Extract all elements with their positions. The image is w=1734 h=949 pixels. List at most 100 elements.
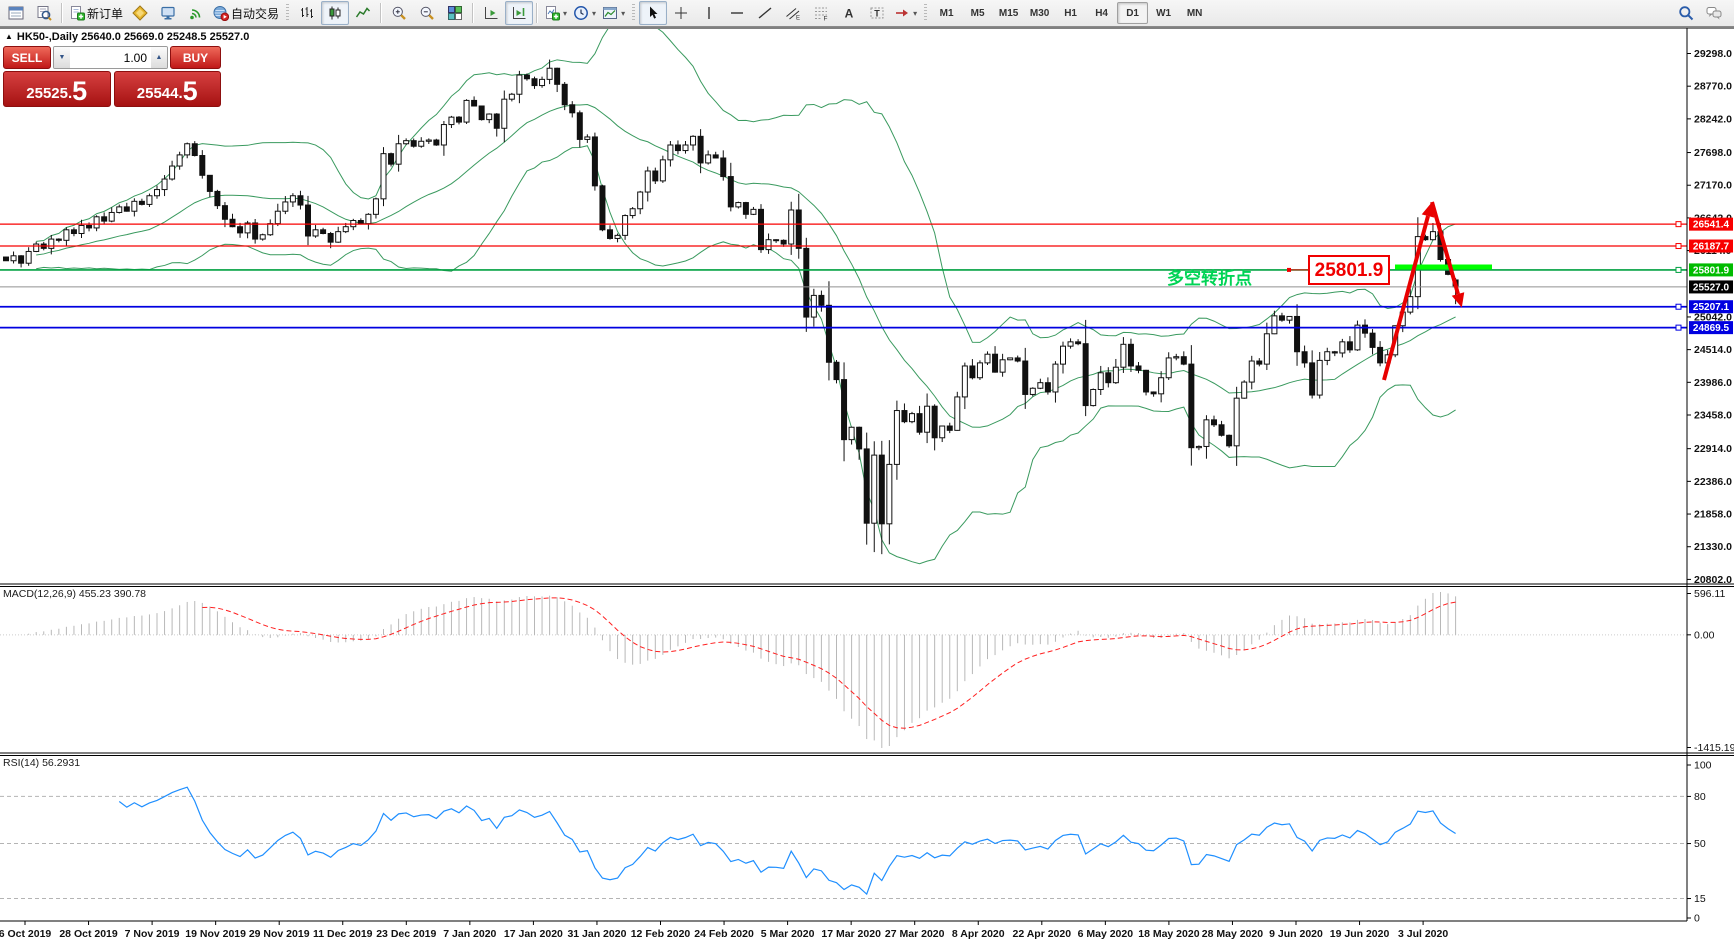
date-axis-label[interactable]: 27 Mar 2020 [885,928,945,940]
macd-scale-label[interactable]: -1415.19 [1694,742,1734,754]
macd-pane[interactable] [0,592,1687,748]
timeframe-m30-button[interactable]: M30 [1029,7,1050,19]
charts-panel-button[interactable] [2,1,30,25]
date-axis-label[interactable]: 9 Jun 2020 [1269,928,1323,940]
text-button[interactable]: A [835,1,863,25]
dropdown-arrow-icon[interactable]: ▾ [592,8,597,18]
volume-input[interactable] [70,47,151,68]
volume-increase-button[interactable]: ▲ [151,47,167,68]
bar-chart-mode-button[interactable] [293,1,321,25]
price-axis-label[interactable]: 27698.0 [1694,147,1732,159]
price-axis-label[interactable]: 28242.0 [1694,113,1732,125]
sell-button[interactable]: SELL [3,46,51,69]
date-axis-label[interactable]: 19 Nov 2019 [185,928,246,940]
line-chart-mode-button[interactable] [349,1,377,25]
timeframe-w1-button[interactable]: W1 [1156,7,1172,19]
date-axis-label[interactable]: 18 May 2020 [1138,928,1199,940]
date-axis-label[interactable]: 31 Jan 2020 [567,928,626,940]
search-button[interactable] [1672,1,1700,25]
text-label-button[interactable]: T [863,1,891,25]
data-window-button[interactable] [30,1,58,25]
vertical-line-button[interactable] [695,1,723,25]
collapse-arrow-icon[interactable]: ▲ [5,32,13,41]
templates-button[interactable]: ▾ [599,1,628,25]
equidistant-channel-button[interactable]: E [779,1,807,25]
date-axis-label[interactable]: 17 Mar 2020 [821,928,881,940]
timeframe-h4-button[interactable]: H4 [1095,7,1108,19]
candlestick-mode-button[interactable] [321,1,350,25]
timeframe-m5-button[interactable]: M5 [970,7,985,19]
autotrading-button[interactable]: 自动交易 [210,1,282,25]
sell-price-display[interactable]: 25525. 5 [3,71,111,107]
timeframe-m1-button[interactable]: M1 [939,7,954,19]
price-axis-label[interactable]: 20802.0 [1694,574,1732,586]
date-axis-label[interactable]: 28 Oct 2019 [59,928,118,940]
dropdown-arrow-icon[interactable]: ▾ [913,8,918,18]
indicators-button[interactable]: ▾ [541,1,570,25]
buy-button[interactable]: BUY [170,46,221,69]
rsi-scale-label[interactable]: 15 [1694,893,1706,905]
date-axis-label[interactable]: 6 Oct 2019 [0,928,51,940]
price-axis-label[interactable]: 23458.0 [1694,409,1732,421]
arrows-button[interactable]: ▾ [891,1,920,25]
metaeditor-button[interactable] [126,1,154,25]
rsi-scale-label[interactable]: 100 [1694,760,1712,772]
tile-windows-button[interactable] [441,1,469,25]
level-line-handle[interactable] [1675,243,1682,250]
market-terminal-button[interactable] [154,1,182,25]
horizontal-line-button[interactable] [723,1,751,25]
timeframe-h1-button[interactable]: H1 [1064,7,1077,19]
dropdown-arrow-icon[interactable]: ▾ [621,8,626,18]
periods-button[interactable]: ▾ [570,1,599,25]
timeframe-d1-button[interactable]: D1 [1117,2,1149,24]
date-axis-label[interactable]: 12 Feb 2020 [631,928,691,940]
buy-price-display[interactable]: 25544. 5 [113,71,221,107]
price-axis-label[interactable]: 23986.0 [1694,377,1732,389]
date-axis-label[interactable]: 29 Nov 2019 [249,928,310,940]
crosshair-button[interactable] [667,1,695,25]
rsi-scale-label[interactable]: 0 [1694,913,1700,925]
date-axis-label[interactable]: 7 Jan 2020 [443,928,496,940]
price-axis-label[interactable]: 29298.0 [1694,48,1732,60]
chat-button[interactable] [1700,1,1728,25]
date-axis-label[interactable]: 19 Jun 2020 [1330,928,1390,940]
price-axis-label[interactable]: 22386.0 [1694,476,1732,488]
trend-arrow-annotation[interactable] [1382,215,1430,381]
date-axis-label[interactable]: 24 Feb 2020 [694,928,754,940]
toolbar-grip[interactable] [924,4,928,22]
date-axis-label[interactable]: 17 Jan 2020 [504,928,563,940]
new-order-button[interactable]: 新订单 [66,1,126,25]
level-line-handle[interactable] [1675,303,1682,310]
level-line-handle[interactable] [1675,324,1682,331]
price-axis-label[interactable]: 25042.0 [1694,311,1732,323]
date-axis-label[interactable]: 8 Apr 2020 [952,928,1005,940]
rsi-scale-label[interactable]: 50 [1694,838,1706,850]
turning-point-text-annotation[interactable]: 多空转折点 [1167,268,1252,288]
level-line-handle[interactable] [1675,266,1682,273]
price-axis-label[interactable]: 27170.0 [1694,180,1732,192]
cursor-button[interactable] [639,1,668,25]
auto-scroll-button[interactable] [477,1,505,25]
level-line-handle[interactable] [1675,221,1682,228]
dropdown-arrow-icon[interactable]: ▾ [563,8,568,18]
trendline-button[interactable] [751,1,779,25]
price-axis-label[interactable]: 21858.0 [1694,509,1732,521]
zoom-out-button[interactable] [413,1,441,25]
timeframe-m15-button[interactable]: M15 [998,7,1019,19]
price-axis-label[interactable]: 22914.0 [1694,443,1732,455]
volume-decrease-button[interactable]: ▼ [54,47,70,68]
toolbar-grip[interactable] [286,4,290,22]
fibonacci-button[interactable]: F [807,1,835,25]
main-pane[interactable] [3,19,1459,565]
date-axis-label[interactable]: 11 Dec 2019 [313,928,373,940]
zoom-in-button[interactable] [385,1,413,25]
date-axis-label[interactable]: 6 May 2020 [1078,928,1134,940]
macd-scale-label[interactable]: 596.11 [1694,588,1725,600]
trend-arrow-annotation[interactable] [1430,201,1460,295]
rsi-scale-label[interactable]: 80 [1694,791,1706,803]
date-axis-label[interactable]: 23 Dec 2019 [376,928,436,940]
date-axis-label[interactable]: 3 Jul 2020 [1398,928,1448,940]
macd-scale-label[interactable]: 0.00 [1694,629,1715,641]
price-axis-label[interactable]: 28770.0 [1694,81,1732,93]
